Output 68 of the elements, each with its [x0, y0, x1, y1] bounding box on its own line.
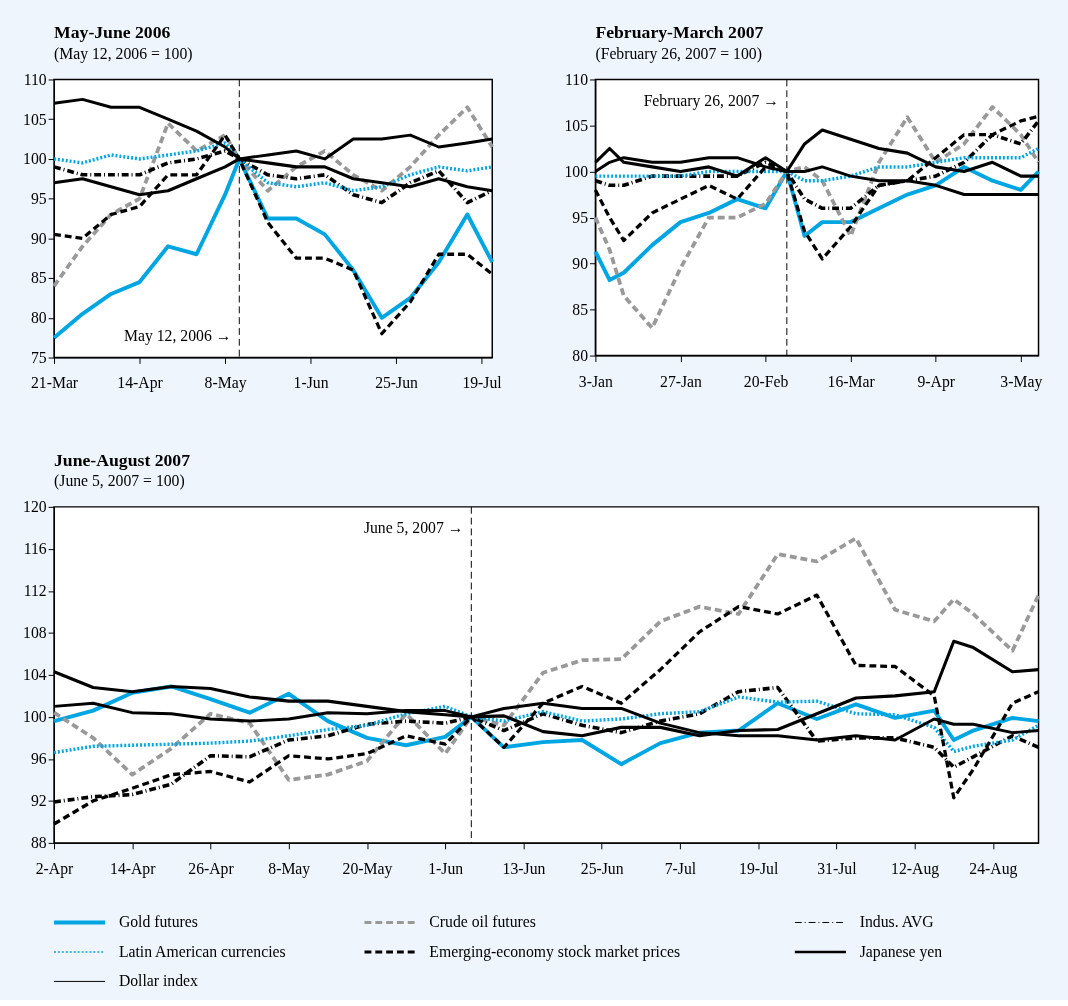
y-tick-label: 80 — [30, 309, 47, 327]
chart-title: May-June 2006 — [54, 22, 171, 43]
ref-line-label: February 26, 2007 → — [643, 92, 779, 111]
x-tick-label: 24-Aug — [969, 859, 1018, 878]
y-tick-label: 100 — [23, 708, 47, 726]
x-tick-label: 20-Feb — [743, 372, 789, 390]
y-tick-label: 90 — [572, 254, 589, 272]
legend-label: Gold futures — [118, 913, 198, 931]
x-tick-label: 20-May — [342, 859, 393, 878]
legend-label: Latin American currencies — [118, 942, 286, 960]
x-tick-label: 9-Apr — [917, 372, 956, 391]
x-tick-label: 8-May — [204, 374, 247, 393]
x-tick-label: 25-Jun — [375, 374, 419, 392]
x-tick-label: 31-Jul — [817, 859, 858, 877]
x-tick-label: 1-Jun — [428, 859, 464, 877]
chart-title: June-August 2007 — [54, 449, 191, 470]
y-tick-label: 116 — [23, 540, 47, 558]
x-tick-label: 7-Jul — [664, 859, 697, 877]
y-tick-label: 90 — [30, 229, 47, 247]
x-tick-label: 19-Jul — [739, 859, 779, 877]
x-tick-label: 2-Apr — [35, 859, 75, 878]
x-tick-label: 3-May — [1000, 372, 1043, 391]
ref-line-label: May 12, 2006 → — [124, 326, 232, 345]
y-tick-label: 110 — [565, 70, 589, 88]
y-tick-label: 104 — [23, 666, 47, 684]
y-tick-label: 92 — [30, 792, 47, 810]
chart-subtitle: (May 12, 2006 = 100) — [54, 44, 193, 63]
y-tick-label: 75 — [30, 348, 47, 366]
x-tick-label: 25-Jun — [580, 859, 624, 877]
legend-label: Indus. AVG — [859, 913, 934, 931]
y-tick-label: 120 — [23, 498, 47, 516]
chart-title: February-March 2007 — [595, 22, 764, 43]
y-tick-label: 105 — [564, 116, 589, 134]
line-series — [52, 105, 495, 288]
y-tick-label: 95 — [30, 190, 47, 208]
y-tick-label: 100 — [564, 162, 589, 180]
x-tick-label: 8-May — [268, 859, 311, 878]
chart-subtitle: (June 5, 2007 = 100) — [54, 472, 185, 491]
y-tick-label: 108 — [23, 624, 47, 642]
x-tick-label: 14-Apr — [117, 374, 164, 393]
line-series — [593, 146, 1041, 183]
x-tick-label: 26-Apr — [188, 859, 235, 878]
ref-line-label: June 5, 2007 → — [363, 519, 464, 537]
y-tick-label: 110 — [23, 70, 47, 88]
x-tick-label: 27-Jan — [660, 372, 703, 390]
y-tick-label: 96 — [30, 750, 47, 768]
y-tick-label: 85 — [572, 300, 589, 318]
x-tick-label: 3-Jan — [578, 372, 614, 390]
x-tick-label: 14-Apr — [110, 859, 157, 878]
x-tick-label: 21-Mar — [30, 374, 79, 392]
y-tick-label: 95 — [572, 208, 589, 226]
legend-label: Dollar index — [118, 972, 199, 990]
y-tick-label: 80 — [572, 346, 589, 364]
x-tick-label: 16-Mar — [827, 372, 876, 390]
x-tick-label: 12-Aug — [891, 859, 940, 878]
line-series — [52, 536, 1041, 782]
legend-label: Crude oil futures — [429, 913, 536, 931]
chart-subtitle: (February 26, 2007 = 100) — [595, 44, 762, 63]
x-tick-label: 19-Jul — [462, 374, 503, 392]
legend-label: Emerging-economy stock market prices — [429, 942, 681, 961]
y-tick-label: 88 — [30, 834, 47, 852]
y-tick-label: 105 — [23, 110, 47, 128]
y-tick-label: 85 — [30, 269, 47, 287]
x-tick-label: 13-Jun — [502, 859, 546, 877]
y-tick-label: 100 — [23, 150, 47, 168]
y-tick-label: 112 — [23, 582, 47, 600]
x-tick-label: 1-Jun — [293, 374, 329, 392]
legend-label: Japanese yen — [859, 942, 943, 961]
